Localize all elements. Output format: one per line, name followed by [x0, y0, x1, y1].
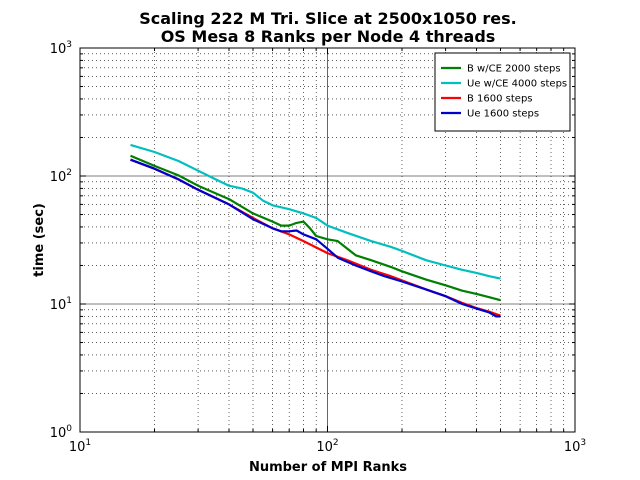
legend-entry-label: B 1600 steps — [467, 94, 533, 105]
chart-title-line-1: Scaling 222 M Tri. Slice at 2500x1050 re… — [139, 9, 517, 28]
series-layer — [130, 143, 501, 318]
series-line-2 — [130, 143, 501, 280]
y-axis-label: time (sec) — [32, 203, 47, 277]
legend-box — [434, 52, 571, 132]
y-tick-label: 103 — [50, 40, 72, 57]
legend-entry-label: Ue w/CE 4000 steps — [467, 79, 567, 90]
x-tick-label: 103 — [564, 438, 586, 455]
y-tick-label: 100 — [50, 424, 73, 441]
legend-entry-label: Ue 1600 steps — [467, 109, 539, 120]
x-tick-label: 102 — [316, 438, 338, 455]
series-line-4 — [130, 158, 501, 318]
legend: B w/CE 2000 steps Ue w/CE 4000 steps B 160… — [434, 52, 571, 132]
y-tick-label: 101 — [50, 296, 72, 313]
legend-entry-label: B w/CE 2000 steps — [467, 64, 561, 75]
x-tick-label: 101 — [69, 438, 91, 455]
y-tick-label: 102 — [50, 168, 72, 185]
x-axis-label: Number of MPI Ranks — [249, 460, 407, 475]
chart-title-line-2: OS Mesa 8 Ranks per Node 4 threads — [161, 27, 496, 46]
series-line-1 — [130, 154, 501, 302]
